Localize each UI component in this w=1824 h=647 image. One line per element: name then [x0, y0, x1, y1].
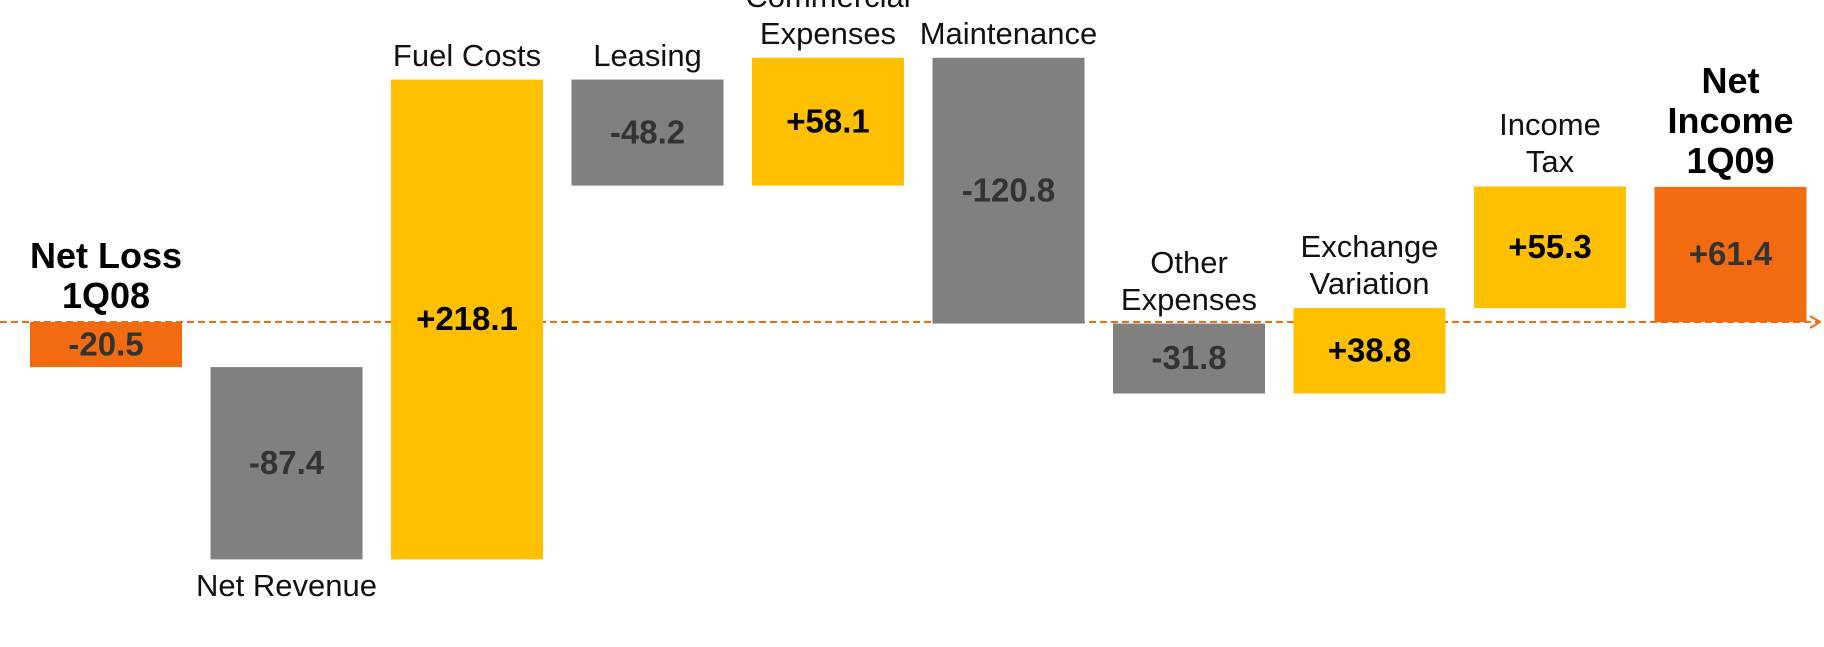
bar — [932, 57, 1085, 324]
category-label: Net Income 1Q09 — [1667, 59, 1794, 181]
value-label: +38.8 — [1328, 332, 1412, 369]
bar — [1654, 186, 1807, 322]
value-label: +61.4 — [1689, 235, 1773, 272]
category-label: Other Expenses — [1120, 244, 1258, 317]
bar — [571, 79, 724, 186]
category-label: Leasing — [593, 37, 702, 73]
category-label: Net Loss 1Q08 — [29, 235, 183, 316]
category-label: Commercial Expenses — [745, 0, 910, 51]
value-label: -31.8 — [1151, 339, 1226, 376]
bar — [1474, 186, 1626, 309]
value-label: +58.1 — [786, 102, 870, 139]
bar — [1113, 323, 1265, 394]
bar — [1293, 308, 1446, 394]
value-label: -120.8 — [962, 171, 1056, 208]
bar — [30, 322, 182, 368]
category-label: Exchange Variation — [1300, 229, 1439, 302]
value-label: -20.5 — [68, 325, 143, 362]
category-label: Income Tax — [1499, 107, 1601, 180]
value-label: -48.2 — [610, 113, 685, 150]
value-label: -87.4 — [249, 444, 325, 481]
category-label: Fuel Costs — [392, 37, 542, 73]
category-label: Maintenance — [919, 15, 1098, 51]
value-label: +218.1 — [416, 300, 518, 337]
bar — [210, 367, 363, 560]
category-label: Net Revenue — [196, 568, 377, 604]
bar — [752, 57, 904, 186]
bar — [391, 79, 543, 560]
value-label: +55.3 — [1508, 228, 1592, 265]
